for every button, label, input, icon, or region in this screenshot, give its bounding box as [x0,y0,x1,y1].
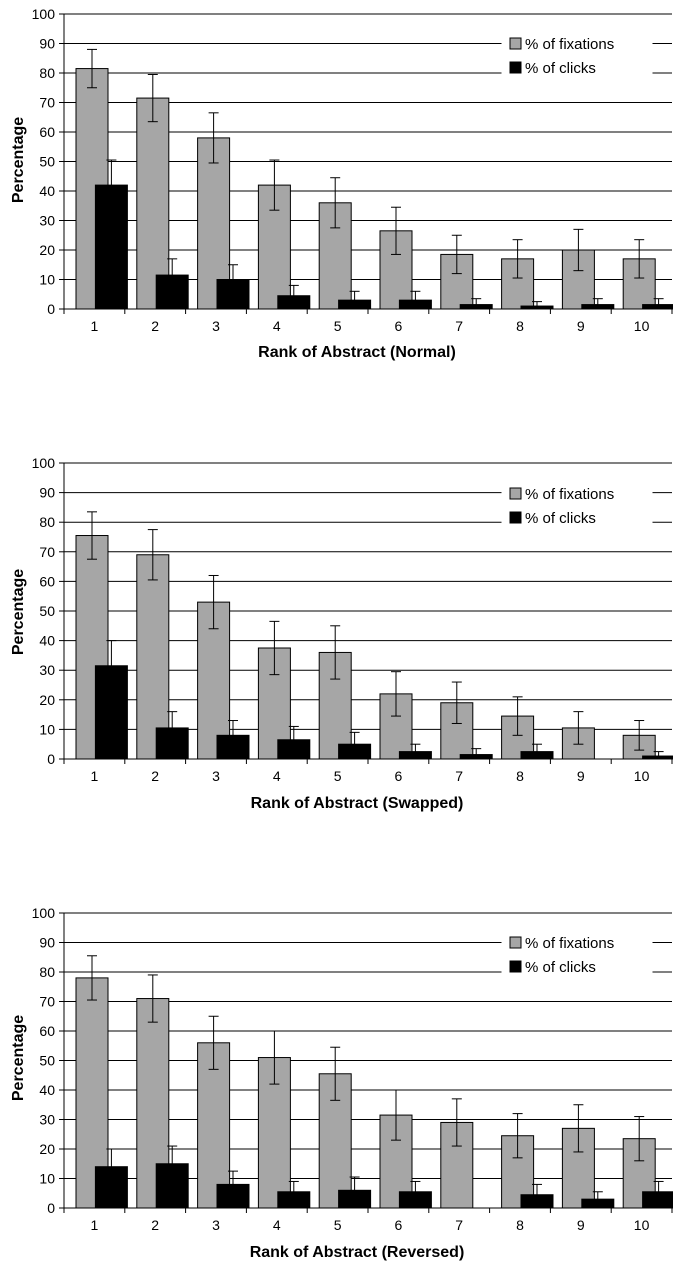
legend: % of fixations % of clicks [501,928,653,982]
x-tick-label: 10 [634,318,650,334]
y-tick-label: 60 [39,1023,55,1039]
x-tick-label: 6 [395,318,403,334]
x-tick-label: 8 [516,318,524,334]
y-tick-label: 0 [47,1200,55,1216]
y-tick-label: 50 [39,603,55,619]
y-tick-label: 10 [39,1171,55,1187]
y-tick-label: 70 [39,544,55,560]
x-tick-label: 4 [273,1217,281,1233]
legend-swatch-clicks [509,960,522,973]
x-tick-label: 2 [151,318,159,334]
x-tick-label: 5 [334,768,342,784]
y-tick-label: 50 [39,154,55,170]
x-tick-label: 7 [455,1217,463,1233]
y-tick-label: 30 [39,662,55,678]
fixation-bar [561,249,595,310]
x-tick-label: 7 [455,318,463,334]
x-tick-label: 6 [395,1217,403,1233]
click-bar [642,755,673,760]
legend-label-clicks: % of clicks [525,959,596,976]
legend-swatch-fixations [509,37,522,50]
y-tick-label: 60 [39,124,55,140]
y-tick-label: 0 [47,751,55,767]
y-tick-label: 40 [39,1082,55,1098]
x-tick-label: 3 [212,318,220,334]
y-tick-label: 0 [47,301,55,317]
y-tick-label: 90 [39,485,55,501]
legend-box [501,479,653,533]
x-axis-title: Rank of Abstract (Swapped) [251,795,464,812]
x-tick-label: 1 [91,768,99,784]
x-tick-label: 9 [577,768,585,784]
legend-box [501,29,653,83]
x-tick-label: 7 [455,768,463,784]
y-tick-label: 100 [32,455,56,471]
x-axis-title: Rank of Abstract (Normal) [258,344,456,361]
legend-label-fixations: % of fixations [525,935,614,952]
x-tick-label: 4 [273,768,281,784]
legend-box [501,928,653,982]
chart-1: 0 10 20 30 40 50 60 70 80 90 100 1 2 3 4 5 6 7 8 9 10 % of fi… [10,6,673,361]
chart-3: 0 10 20 30 40 50 60 70 80 90 100 1 2 3 4 5 6 7 8 9 10 % of fi… [10,905,673,1261]
y-tick-label: 20 [39,1141,55,1157]
y-tick-label: 80 [39,514,55,530]
x-tick-label: 1 [91,318,99,334]
chart-2: 0 10 20 30 40 50 60 70 80 90 100 1 2 3 4 5 6 7 8 9 10 % of fi… [10,455,673,812]
x-tick-label: 2 [151,1217,159,1233]
legend-swatch-clicks [509,61,522,74]
x-tick-label: 10 [634,768,650,784]
x-tick-label: 2 [151,768,159,784]
y-tick-label: 50 [39,1053,55,1069]
x-tick-label: 8 [516,1217,524,1233]
legend: % of fixations % of clicks [501,29,653,83]
x-tick-label: 3 [212,768,220,784]
legend: % of fixations % of clicks [501,479,653,533]
legend-label-clicks: % of clicks [525,60,596,77]
legend-swatch-fixations [509,936,522,949]
y-tick-label: 100 [32,905,56,921]
x-tick-label: 9 [577,1217,585,1233]
click-bar [642,304,673,310]
y-tick-label: 80 [39,65,55,81]
x-tick-label: 6 [395,768,403,784]
x-axis-title: Rank of Abstract (Reversed) [250,1244,465,1261]
y-tick-label: 70 [39,994,55,1010]
x-tick-label: 10 [634,1217,650,1233]
x-tick-label: 5 [334,318,342,334]
y-tick-label: 10 [39,721,55,737]
y-axis-title: Percentage [10,1015,27,1101]
x-tick-label: 5 [334,1217,342,1233]
y-tick-label: 80 [39,964,55,980]
legend-label-fixations: % of fixations [525,486,614,503]
x-tick-label: 3 [212,1217,220,1233]
y-axis-title: Percentage [10,569,27,655]
y-tick-label: 100 [32,6,56,22]
y-tick-label: 70 [39,95,55,111]
x-tick-label: 1 [91,1217,99,1233]
y-tick-label: 90 [39,935,55,951]
y-tick-label: 40 [39,633,55,649]
y-tick-label: 90 [39,36,55,52]
y-tick-label: 30 [39,1112,55,1128]
legend-label-fixations: % of fixations [525,36,614,53]
y-axis-title: Percentage [10,117,27,203]
x-tick-label: 8 [516,768,524,784]
y-tick-label: 40 [39,183,55,199]
click-bar [642,1191,673,1209]
y-tick-label: 30 [39,213,55,229]
legend-swatch-fixations [509,487,522,500]
legend-swatch-clicks [509,511,522,524]
x-tick-label: 4 [273,318,281,334]
y-tick-label: 60 [39,573,55,589]
fixation-bar [197,1042,231,1209]
legend-label-clicks: % of clicks [525,510,596,527]
y-tick-label: 20 [39,692,55,708]
y-tick-label: 10 [39,272,55,288]
x-tick-label: 9 [577,318,585,334]
y-tick-label: 20 [39,242,55,258]
